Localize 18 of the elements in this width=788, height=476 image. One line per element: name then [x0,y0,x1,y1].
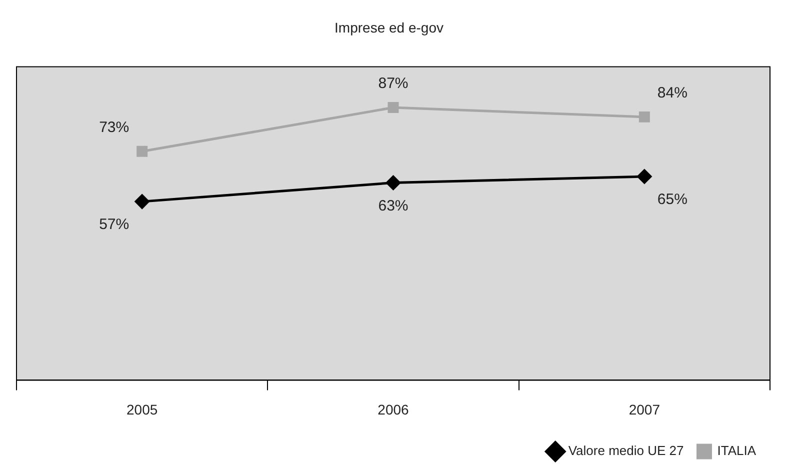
point [637,169,652,184]
point [388,102,399,114]
chart-title: Imprese ed e-gov [334,19,444,36]
data-label: 65% [657,191,688,208]
x-tick-label: 2007 [628,401,660,418]
point [386,176,400,190]
data-label: 73% [99,119,130,136]
x-tick-label: 2005 [126,401,158,418]
data-label: 57% [99,216,130,234]
point [638,111,650,122]
data-label: 84% [657,84,688,102]
point [136,146,148,157]
legend-label: Valore medio UE 27 [568,443,684,458]
point [134,194,150,209]
data-label: 87% [378,75,408,92]
legend-label: ITALIA [717,443,756,458]
data-label: 63% [378,197,408,214]
x-tick-label: 2006 [378,401,410,418]
